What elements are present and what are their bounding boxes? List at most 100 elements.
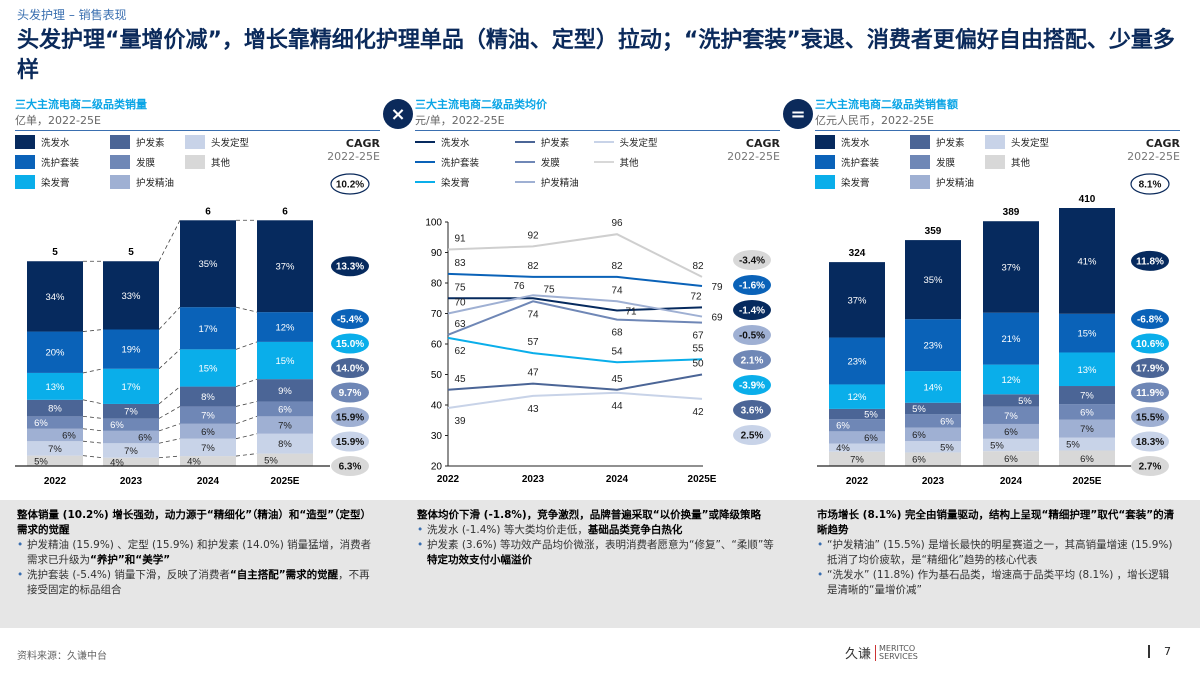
bar-segment — [257, 379, 313, 402]
chart-unit: 亿单，2022-25E — [15, 112, 380, 131]
cagr-badge-label: 2.1% — [741, 356, 764, 367]
cagr-badge — [1131, 358, 1169, 378]
bar-segment — [983, 423, 1039, 439]
note-bullets: “护发精油” (15.5%) 是增长最快的明星赛道之一，其高销量增速 (15.9… — [817, 538, 1177, 598]
cagr-badge — [331, 407, 369, 427]
note-bullet: 护发素 (3.6%) 等功效产品均价微涨，表明消费者愿意为“修复”、“柔顺”等特… — [417, 538, 777, 568]
segment-label: 37% — [847, 295, 867, 306]
legend-label: 护发精油 — [936, 178, 975, 189]
segment-label: 23% — [847, 357, 867, 368]
legend-swatch — [415, 140, 435, 144]
cagr-badge-label: -6.8% — [1137, 315, 1163, 326]
segment-label: 6% — [912, 455, 926, 466]
segment-label: 6% — [1080, 407, 1094, 418]
legend-label: 染发膏 — [41, 178, 70, 189]
legend-item: 染发膏 — [415, 175, 470, 189]
y-tick-label: 40 — [431, 401, 443, 412]
bar-segment — [180, 220, 236, 308]
emphasis-text: 特定功效支付小幅溢价 — [427, 554, 532, 566]
segment-label: 7% — [124, 446, 138, 457]
segment-label: 6% — [1004, 454, 1018, 465]
segment-label: 8% — [201, 392, 215, 403]
chart-title: 三大主流电商二级品类销量 — [15, 98, 147, 111]
data-label: 72 — [690, 291, 702, 302]
legend-label: 发膜 — [936, 158, 956, 169]
bar-segment — [1059, 352, 1115, 387]
legend-swatch — [985, 135, 1005, 149]
data-label: 82 — [527, 261, 539, 272]
x-tick-label: 2023 — [922, 476, 945, 487]
connector-line — [158, 349, 181, 370]
segment-label: 6% — [278, 404, 292, 415]
cagr-badge-label: 13.3% — [336, 262, 364, 273]
note-price: 整体均价下滑 (-1.8%)，竞争激烈，品牌普遍采取“以价换量”或降级策略洗发水… — [417, 508, 777, 568]
bar-segment — [905, 452, 961, 466]
legend-label: 护发精油 — [540, 178, 579, 189]
bar-segment — [103, 443, 159, 458]
segment-label: 6% — [1004, 427, 1018, 438]
segment-label: 5% — [264, 455, 278, 466]
series-line — [447, 373, 703, 391]
segment-label: 7% — [1004, 411, 1018, 422]
cagr-badge — [1131, 456, 1169, 476]
cagr-badge-label: 15.9% — [336, 413, 364, 424]
x-tick-label: 2022 — [44, 476, 67, 487]
connector-line — [235, 415, 258, 425]
bar-total-label: 6 — [282, 206, 288, 217]
connector-line — [82, 440, 104, 444]
x-tick-label: 2024 — [606, 474, 629, 485]
bar-segment — [829, 431, 885, 444]
panel-price: 三大主流电商二级品类均价 元/单，2022-25E 洗发水 洗护套装 染发膏 护发素发… — [415, 96, 780, 195]
segment-label: 15% — [1077, 329, 1097, 340]
chart-title: 三大主流电商二级品类均价 — [415, 98, 547, 111]
cagr-title: CAGR — [345, 137, 380, 150]
bar-segment — [103, 403, 159, 419]
bullet-text: 洗发水 (-1.4%) 等大类均价走低， — [427, 524, 588, 536]
series-line — [447, 336, 703, 364]
series-line — [447, 294, 703, 318]
bar-total-label: 6 — [205, 206, 211, 217]
bar-segment — [905, 441, 961, 453]
data-label: 76 — [513, 281, 525, 292]
data-label: 96 — [611, 218, 623, 229]
legend: 洗发水 洗护套装 染发膏 护发素 发膜 护发精油 头发定型 其他 CAGR 2022-25E — [815, 135, 1180, 195]
legend-swatch — [815, 135, 835, 149]
bar-segment — [257, 433, 313, 454]
cagr-badge — [331, 333, 369, 354]
bullet-text: “洗发水” (11.8%) 作为基石品类，增速高于品类平均 (8.1%) ，增长… — [827, 569, 1170, 596]
bar-segment — [257, 453, 313, 466]
bar-segment — [983, 406, 1039, 424]
legend-swatch — [15, 175, 35, 189]
emphasis-text: “自主搭配”需求的觉醒 — [229, 569, 339, 581]
x-tick-label: 2023 — [522, 474, 545, 485]
legend-item: 洗发水 — [15, 135, 70, 149]
segment-label: 7% — [48, 444, 62, 455]
data-label: 92 — [527, 230, 539, 241]
segment-label: 5% — [1066, 440, 1080, 451]
cagr-badge — [733, 275, 771, 295]
panel-volume: 三大主流电商二级品类销量 亿单，2022-25E 洗发水 洗护套装 染发膏 护发素 发膜… — [15, 96, 380, 195]
cagr-badge-label: 14.0% — [336, 364, 364, 375]
bar-segment — [983, 438, 1039, 452]
series-line — [447, 300, 703, 336]
cagr-badge — [331, 309, 369, 329]
segment-label: 7% — [278, 421, 292, 432]
segment-label: 41% — [1077, 256, 1097, 267]
data-label: 63 — [454, 319, 466, 330]
cagr-badge-label: 15.5% — [1136, 413, 1164, 424]
cagr-header: CAGR 2022-25E — [1127, 137, 1180, 163]
chart-unit: 元/单，2022-25E — [415, 112, 780, 131]
cagr-badge — [331, 456, 369, 476]
connector-line — [158, 438, 181, 444]
legend: 洗发水 洗护套装 染发膏 护发素 发膜 护发精油 头发定型 其他 CAGR 2022-25E — [415, 135, 780, 195]
legend-label: 洗发水 — [441, 138, 470, 149]
cagr-header: CAGR 2022-25E — [727, 137, 780, 163]
chart-title: 三大主流电商二级品类销售额 — [815, 98, 958, 111]
x-tick-label: 2024 — [197, 476, 220, 487]
segment-label: 12% — [847, 392, 867, 403]
data-label: 43 — [527, 404, 539, 415]
note-bullet: 护发精油 (15.9%) 、定型 (15.9%) 和护发素 (14.0%) 销量… — [17, 538, 377, 568]
cagr-period: 2022-25E — [327, 150, 380, 163]
logo-en: SERVICES — [879, 651, 918, 661]
legend-label: 洗护套装 — [441, 158, 480, 169]
